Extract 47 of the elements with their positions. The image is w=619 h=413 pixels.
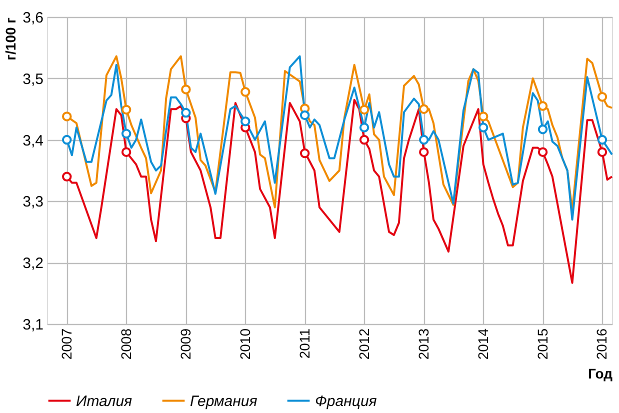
point bbox=[478, 112, 488, 122]
point bbox=[597, 134, 608, 145]
x-tick-label: 2015 bbox=[534, 328, 550, 360]
point bbox=[538, 101, 548, 111]
point bbox=[538, 147, 548, 157]
x-tick-label: 2011 bbox=[296, 328, 312, 359]
point bbox=[597, 147, 608, 157]
point bbox=[419, 104, 429, 114]
point bbox=[359, 104, 370, 115]
x-tick-label: 2008 bbox=[118, 328, 134, 360]
point bbox=[181, 84, 191, 94]
point bbox=[62, 172, 72, 182]
point bbox=[240, 116, 250, 126]
x-axis-title: Год bbox=[588, 366, 613, 382]
y-tick-label: 3,2 bbox=[22, 255, 44, 272]
x-tick-label: 2007 bbox=[58, 328, 74, 360]
x-tick-label: 2013 bbox=[415, 328, 432, 360]
point bbox=[62, 134, 72, 145]
x-tick-label: 2016 bbox=[594, 328, 610, 360]
point bbox=[240, 87, 250, 97]
point bbox=[419, 147, 429, 157]
point bbox=[359, 134, 370, 145]
x-tick-label: 2014 bbox=[474, 328, 491, 360]
point bbox=[300, 110, 310, 120]
point bbox=[62, 112, 72, 122]
point bbox=[300, 148, 310, 158]
y-tick-label: 3,6 bbox=[22, 10, 44, 26]
point bbox=[121, 147, 132, 157]
legend-label: Германия bbox=[190, 392, 258, 410]
legend-label: Италия bbox=[76, 392, 132, 410]
y-axis-title: г/100 г bbox=[2, 17, 19, 60]
point bbox=[419, 134, 429, 145]
x-tick-label: 2012 bbox=[356, 328, 372, 360]
x-tick-label: 2009 bbox=[177, 328, 194, 360]
x-tick-label: 2010 bbox=[236, 328, 253, 360]
point bbox=[359, 122, 370, 132]
point bbox=[538, 124, 548, 134]
legend-label: Франция bbox=[315, 392, 377, 410]
y-tick-label: 3,4 bbox=[22, 132, 44, 150]
y-tick-label: 3,3 bbox=[22, 194, 44, 211]
point bbox=[597, 92, 608, 102]
y-tick-label: 3,5 bbox=[22, 70, 44, 88]
point bbox=[121, 128, 132, 139]
y-tick-label: 3,1 bbox=[22, 316, 44, 334]
point bbox=[121, 104, 132, 115]
point bbox=[478, 122, 488, 132]
point bbox=[181, 108, 191, 118]
